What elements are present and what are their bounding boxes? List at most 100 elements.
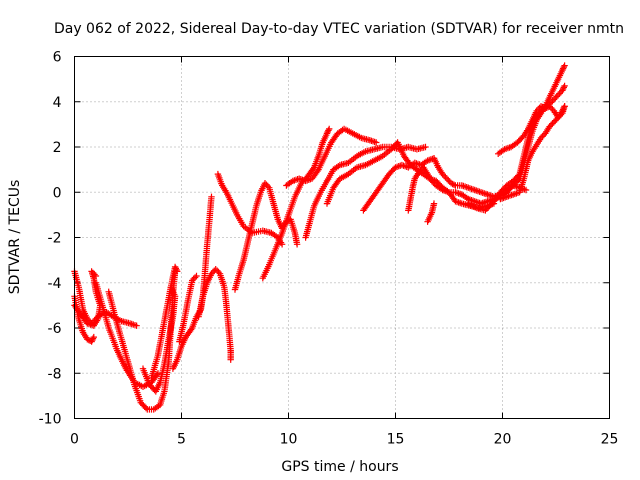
x-axis-label: GPS time / hours — [281, 459, 398, 475]
y-tick-label: -10 — [39, 412, 62, 428]
data-point — [209, 269, 217, 276]
data-point — [325, 127, 332, 134]
data-point — [422, 143, 429, 151]
data-point — [187, 326, 195, 333]
data-point — [208, 270, 215, 277]
x-tick-label: 0 — [70, 432, 79, 448]
data-point — [559, 87, 566, 94]
data-point — [535, 106, 542, 113]
y-tick-label: 2 — [53, 140, 62, 156]
data-point — [173, 266, 180, 274]
y-tick-label: -2 — [48, 231, 62, 247]
data-point — [559, 66, 566, 74]
data-point — [449, 180, 456, 188]
data-point — [546, 103, 553, 110]
data-point — [550, 118, 558, 126]
data-point — [553, 93, 560, 100]
series-trace-r — [405, 164, 530, 214]
data-point — [552, 94, 559, 102]
series-trace-m — [259, 125, 333, 282]
data-point — [193, 272, 200, 280]
y-tick-label: -6 — [48, 321, 62, 337]
data-point — [88, 268, 95, 275]
data-point — [445, 177, 452, 184]
data-point — [559, 85, 567, 93]
y-tick-label: -8 — [48, 366, 62, 382]
data-point — [542, 105, 549, 112]
data-point — [430, 200, 438, 207]
data-point — [323, 130, 331, 137]
y-tick-label: -4 — [48, 276, 62, 292]
data-point — [483, 205, 490, 212]
data-point — [442, 174, 449, 181]
data-point — [539, 103, 546, 111]
data-point — [485, 204, 492, 211]
grid — [74, 56, 610, 419]
series-trace-w — [497, 103, 568, 203]
data-point — [560, 63, 567, 71]
data-point — [373, 139, 380, 146]
series-trace-d — [92, 279, 162, 390]
x-tick-label: 15 — [387, 432, 405, 448]
data-point — [142, 404, 150, 412]
data-point — [559, 107, 566, 114]
data-point — [552, 117, 559, 124]
data-point — [560, 104, 567, 111]
data-point — [443, 175, 451, 182]
data-point — [486, 202, 493, 209]
data-point — [545, 103, 552, 111]
data-point — [561, 82, 568, 90]
series-trace-s — [424, 200, 438, 225]
data-point — [447, 180, 455, 187]
data-point — [314, 167, 321, 175]
data-point — [546, 123, 553, 130]
data-point — [550, 96, 558, 103]
y-tick-label: 4 — [53, 95, 62, 111]
data-point — [90, 333, 97, 341]
data-point — [440, 172, 448, 179]
data-point — [560, 84, 567, 91]
data-point — [215, 269, 222, 276]
series-trace-q — [360, 155, 438, 214]
data-point — [133, 322, 140, 329]
data-point — [89, 336, 96, 344]
data-point — [559, 65, 567, 72]
data-point — [171, 263, 179, 271]
data-point — [214, 267, 221, 274]
data-point — [561, 103, 568, 110]
data-point — [174, 268, 181, 275]
data-point — [309, 165, 317, 173]
plot-frame — [74, 56, 610, 419]
y-tick-label: 6 — [53, 50, 62, 66]
series-trace-g — [148, 263, 181, 381]
data-point — [415, 168, 423, 176]
data-point — [547, 104, 555, 111]
data-point — [190, 275, 197, 283]
data-point — [450, 181, 458, 188]
data-point — [263, 181, 270, 188]
data-point — [549, 97, 556, 105]
data-point — [92, 272, 100, 280]
data-point — [212, 266, 219, 273]
series-trace-h — [169, 266, 234, 372]
data-point — [264, 183, 271, 190]
series-trace-j — [195, 193, 215, 320]
data-point — [189, 277, 196, 284]
data-point — [559, 106, 567, 113]
series-trace-i — [176, 272, 200, 345]
y-tick-label: 0 — [53, 185, 62, 201]
data-point — [324, 128, 331, 136]
data-point — [487, 201, 495, 208]
series-trace-n — [283, 125, 380, 189]
data-point — [89, 335, 97, 342]
data-point — [561, 62, 568, 69]
data-point — [547, 121, 555, 129]
data-point — [227, 356, 234, 363]
data-point — [261, 180, 269, 187]
data-point — [84, 336, 91, 343]
x-tick-label: 10 — [280, 432, 298, 448]
data-point — [91, 271, 98, 278]
data-point — [172, 265, 179, 272]
data-point — [326, 125, 333, 133]
